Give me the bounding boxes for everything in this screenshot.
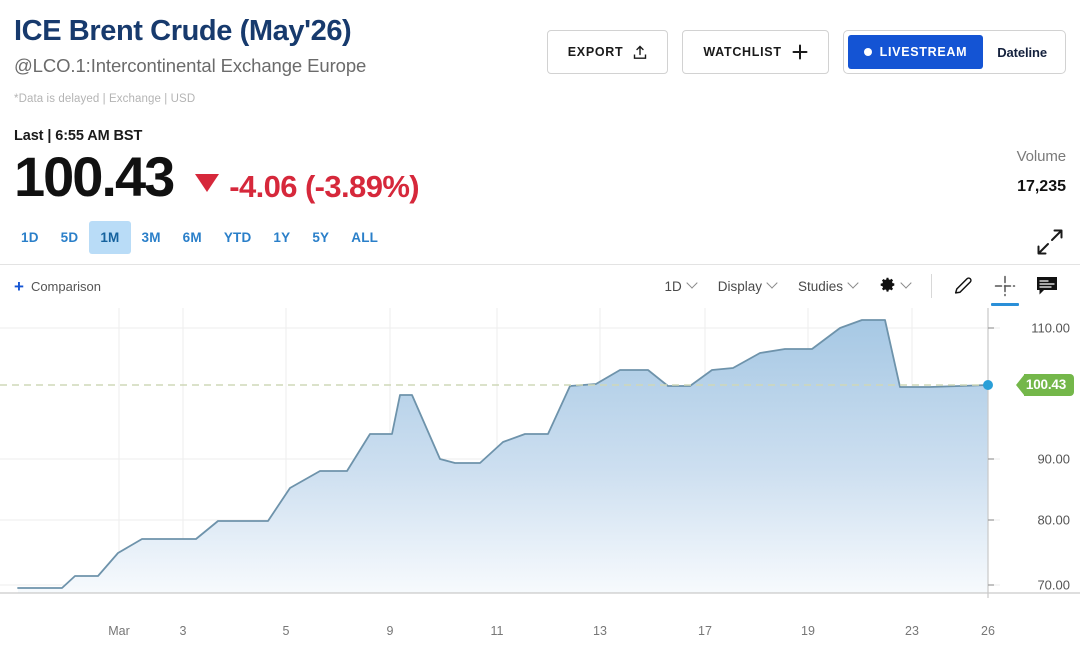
- price-chart[interactable]: 110.00 90.00 80.00 70.00 100.43: [0, 307, 1080, 618]
- range-tab-all[interactable]: ALL: [351, 229, 379, 245]
- settings-dropdown[interactable]: [868, 265, 921, 308]
- y-label-80: 80.00: [1037, 512, 1070, 528]
- volume-value: 17,235: [1017, 178, 1066, 195]
- interval-dropdown[interactable]: 1D: [653, 265, 706, 308]
- chart-canvas: [0, 307, 1080, 598]
- price-change-value: -4.06 (-3.89%): [229, 169, 420, 204]
- watchlist-button[interactable]: WATCHLIST: [682, 30, 829, 74]
- instrument-subtitle: @LCO.1:Intercontinental Exchange Europe: [14, 54, 367, 76]
- y-label-110: 110.00: [1031, 320, 1070, 336]
- x-label-9: 9: [386, 623, 394, 638]
- badge-notch-icon: [1015, 374, 1024, 395]
- volume-label: Volume: [1016, 148, 1067, 165]
- last-point-marker: [983, 379, 993, 390]
- x-label-mar: Mar: [108, 623, 130, 638]
- pencil-icon[interactable]: [942, 265, 984, 308]
- chevron-down-icon: [900, 277, 912, 289]
- page-title: ICE Brent Crude (May'26): [14, 15, 352, 47]
- x-label-23: 23: [905, 623, 919, 638]
- export-label: EXPORT: [567, 45, 624, 59]
- watchlist-label: WATCHLIST: [703, 45, 782, 59]
- price-change: -4.06 (-3.89%): [195, 169, 420, 205]
- range-tab-5y[interactable]: 5Y: [312, 229, 330, 245]
- range-tab-1m[interactable]: 1M: [89, 220, 131, 254]
- comment-icon[interactable]: [1026, 265, 1068, 308]
- triangle-down-icon: [195, 174, 220, 192]
- range-tab-5d[interactable]: 5D: [60, 229, 79, 245]
- x-label-26: 26: [981, 623, 995, 638]
- y-label-90: 90.00: [1037, 451, 1070, 467]
- last-updated-label: Last | 6:55 AM BST: [14, 128, 143, 144]
- x-label-11: 11: [490, 623, 504, 638]
- display-label: Display: [717, 278, 762, 294]
- dateline-button[interactable]: Dateline: [997, 44, 1047, 60]
- gear-icon: [879, 276, 896, 296]
- studies-label: Studies: [797, 278, 843, 294]
- toolbar-divider: [931, 274, 932, 299]
- studies-dropdown[interactable]: Studies: [787, 265, 868, 308]
- livestream-button[interactable]: LIVESTREAM: [847, 35, 984, 69]
- x-label-17: 17: [698, 623, 712, 638]
- range-tab-1d[interactable]: 1D: [21, 229, 39, 245]
- data-disclaimer: *Data is delayed | Exchange | USD: [14, 92, 196, 105]
- range-tabs: 1D 5D 1M 3M 6M YTD 1Y 5Y ALL: [0, 207, 1080, 254]
- x-label-13: 13: [593, 623, 607, 638]
- range-tab-ytd[interactable]: YTD: [223, 229, 252, 245]
- plus-icon: [792, 44, 808, 60]
- expand-icon[interactable]: [1036, 228, 1064, 261]
- last-price: 100.43: [14, 145, 175, 208]
- display-dropdown[interactable]: Display: [707, 265, 787, 308]
- chevron-down-icon: [847, 277, 859, 289]
- livestream-dateline-group[interactable]: LIVESTREAM Dateline: [842, 30, 1066, 74]
- y-label-70: 70.00: [1037, 577, 1070, 593]
- chart-toolbar-right: 1D Display Studies: [653, 265, 1068, 308]
- x-label-5: 5: [282, 623, 290, 638]
- upload-icon: [633, 45, 647, 60]
- current-price-badge: 100.43: [1015, 373, 1074, 396]
- range-tab-3m[interactable]: 3M: [141, 229, 161, 245]
- page-header: ICE Brent Crude (May'26) @LCO.1:Intercon…: [0, 0, 1080, 128]
- y-axis-labels: 110.00 90.00 80.00 70.00: [1018, 308, 1080, 618]
- plus-icon: +: [14, 276, 24, 296]
- quote-block: Last | 6:55 AM BST 100.43 -4.06 (-3.89%)…: [0, 128, 1080, 255]
- y-tick-marks: [988, 327, 994, 586]
- x-label-3: 3: [179, 623, 187, 638]
- chart-toolbar: + Comparison 1D Display Studies: [0, 263, 1080, 308]
- livestream-label: LIVESTREAM: [879, 45, 968, 59]
- chevron-down-icon: [766, 277, 778, 289]
- header-actions: EXPORT WATCHLIST LIVESTREAM Dateline: [546, 30, 1066, 74]
- chart-area-fill: [18, 319, 988, 593]
- comparison-label: Comparison: [30, 278, 102, 294]
- current-price-value: 100.43: [1023, 373, 1074, 396]
- interval-label: 1D: [664, 278, 682, 294]
- crosshair-icon[interactable]: [984, 265, 1026, 308]
- range-tab-1y[interactable]: 1Y: [273, 229, 291, 245]
- live-dot-icon: [863, 48, 872, 56]
- x-label-19: 19: [801, 623, 815, 638]
- range-tab-6m[interactable]: 6M: [182, 229, 202, 245]
- export-button[interactable]: EXPORT: [546, 30, 669, 74]
- add-comparison-button[interactable]: + Comparison: [14, 278, 101, 295]
- chevron-down-icon: [686, 277, 698, 289]
- x-axis-labels: Mar 3 5 9 11 13 17 19 23 26: [0, 618, 1080, 648]
- price-row: 100.43 -4.06 (-3.89%): [14, 145, 1066, 208]
- chart-line: [17, 318, 989, 589]
- volume-block: Volume 17,235: [1016, 148, 1067, 196]
